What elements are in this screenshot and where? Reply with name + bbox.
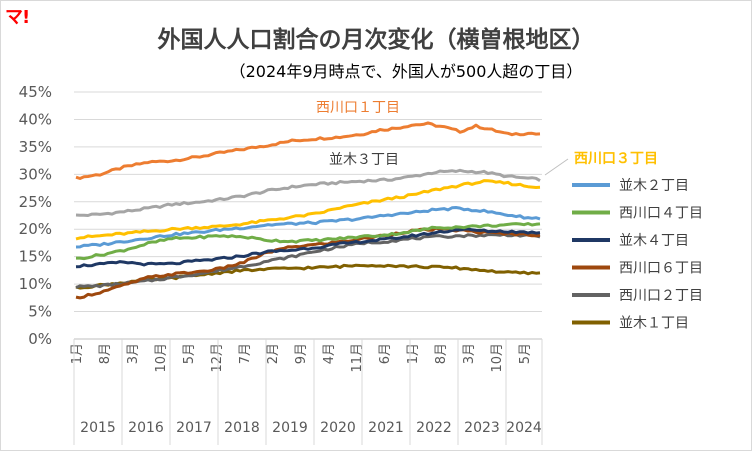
x-month-tick: 11月 <box>350 343 365 373</box>
y-tick-label: 10% <box>19 275 52 293</box>
x-month-tick: 5月 <box>518 343 533 364</box>
x-month-tick: 5月 <box>182 343 197 364</box>
y-tick-label: 15% <box>19 248 52 266</box>
series-lines <box>75 121 541 300</box>
x-year-label: 2015 <box>80 420 116 436</box>
legend-label-3: 並木２丁目 <box>619 178 689 194</box>
y-tick-label: 30% <box>19 165 52 183</box>
series-label-0: 西川口１丁目 <box>316 100 400 116</box>
x-month-tick: 1月 <box>70 343 85 364</box>
x-year-label: 2024 <box>506 420 542 436</box>
x-axis: 1月8月3月10月5月12月7月2月9月4月11月6月1月8月3月10月5月20… <box>70 339 543 445</box>
series-line-1 <box>75 168 541 217</box>
y-tick-label: 25% <box>19 193 52 211</box>
x-year-label: 2023 <box>464 420 500 436</box>
series-label-2: 西川口３丁目 <box>574 151 658 167</box>
series-line-5 <box>75 227 541 269</box>
x-year-label: 2021 <box>368 420 404 436</box>
x-year-label: 2022 <box>416 420 452 436</box>
series-line-2 <box>75 179 541 241</box>
x-month-tick: 9月 <box>294 343 309 364</box>
legend-label-4: 西川口４丁目 <box>619 206 703 222</box>
x-month-tick: 8月 <box>434 343 449 364</box>
x-month-tick: 8月 <box>98 343 113 364</box>
y-tick-label: 45% <box>19 83 52 101</box>
chart-subtitle: （2024年9月時点で、外国人が500人超の丁目） <box>229 62 583 81</box>
legend-label-8: 並木１丁目 <box>619 316 689 332</box>
series-line-7 <box>75 232 541 290</box>
x-year-label: 2018 <box>224 420 260 436</box>
x-month-tick: 1月 <box>406 343 421 364</box>
x-year-label: 2020 <box>320 420 356 436</box>
series-label-leader <box>544 158 569 176</box>
y-tick-label: 40% <box>19 110 52 128</box>
brand-logo: マ! <box>5 7 30 28</box>
x-month-tick: 4月 <box>322 343 337 364</box>
series-line-4 <box>76 222 541 261</box>
x-month-tick: 3月 <box>126 343 141 364</box>
series-line-3 <box>75 206 541 249</box>
series-line-0 <box>75 121 541 180</box>
y-tick-label: 0% <box>28 330 52 348</box>
x-month-tick: 7月 <box>238 343 253 364</box>
x-month-tick: 10月 <box>490 343 505 373</box>
x-year-label: 2019 <box>272 420 308 436</box>
y-axis-ticks: 0% 5% 10% 15% 20% 25% 30% 35% 40% 45% <box>19 83 52 348</box>
y-tick-label: 35% <box>19 138 52 156</box>
x-year-label: 2016 <box>128 420 164 436</box>
x-month-tick: 10月 <box>154 343 169 373</box>
x-year-label: 2017 <box>176 420 212 436</box>
y-tick-label: 20% <box>19 220 52 238</box>
x-month-tick: 3月 <box>462 343 477 364</box>
legend-label-7: 西川口２丁目 <box>619 288 703 304</box>
x-month-tick: 2月 <box>266 343 281 364</box>
y-tick-label: 5% <box>28 303 52 321</box>
legend-label-6: 西川口６丁目 <box>619 261 703 277</box>
x-month-tick: 6月 <box>378 343 393 364</box>
legend-label-5: 並木４丁目 <box>619 233 689 249</box>
series-label-1: 並木３丁目 <box>329 152 399 168</box>
chart-title: 外国人人口割合の月次変化（横曽根地区） <box>157 27 595 53</box>
